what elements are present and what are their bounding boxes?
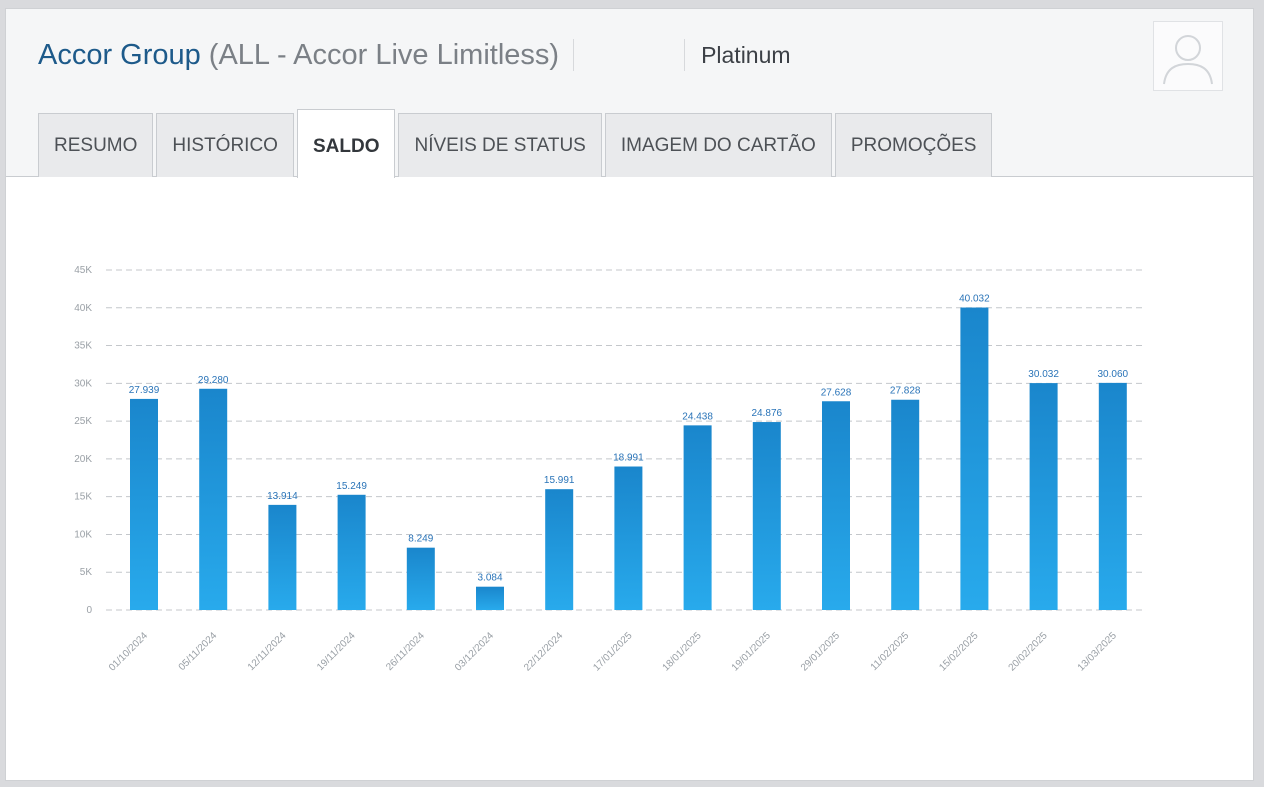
bar[interactable] — [406, 547, 435, 610]
x-tick-label: 19/01/2025 — [730, 630, 773, 673]
x-tick-label: 11/02/2025 — [869, 630, 912, 673]
bar[interactable] — [337, 494, 366, 610]
bar[interactable] — [199, 388, 228, 610]
bar[interactable] — [130, 398, 158, 610]
tab-promocoes[interactable]: PROMOÇÕES — [834, 113, 993, 177]
bar-value-label: 40.032 — [959, 294, 990, 305]
bar-value-label: 27.939 — [129, 385, 160, 396]
x-tick-label: 17/01/2025 — [591, 630, 634, 673]
tab-historico[interactable]: HISTÓRICO — [156, 113, 294, 177]
bar-value-label: 3.084 — [477, 573, 502, 584]
y-tick-label: 25K — [74, 416, 92, 427]
x-tick-label: 19/11/2024 — [315, 630, 358, 673]
y-tick-label: 40K — [74, 303, 92, 314]
bar[interactable] — [960, 307, 989, 610]
bar-value-label: 13.914 — [267, 491, 298, 502]
balance-chart: 0 5K 10K 15K 20K 25K 30K 35K 40K 45K 27.939 29.280… — [74, 265, 1146, 674]
bar-value-label: 29.280 — [198, 375, 229, 386]
program-header: Accor Group (ALL - Accor Live Limitless)… — [6, 9, 1253, 178]
x-tick-label: 29/01/2025 — [799, 630, 842, 673]
y-tick-label: 20K — [74, 454, 92, 465]
x-tick-label: 18/01/2025 — [661, 630, 704, 673]
bar[interactable] — [822, 401, 850, 610]
bar-value-label: 8.249 — [408, 534, 433, 545]
bar[interactable] — [268, 504, 297, 610]
brand-title: Accor Group — [38, 38, 201, 71]
bar[interactable] — [614, 466, 643, 610]
x-tick-label: 12/11/2024 — [246, 630, 289, 673]
bar[interactable] — [752, 422, 781, 610]
x-tick-label: 03/12/2024 — [453, 630, 496, 673]
y-tick-label: 0 — [86, 605, 92, 616]
y-tick-label: 35K — [74, 341, 92, 352]
title-row: Accor Group (ALL - Accor Live Limitless)… — [38, 35, 791, 75]
redacted-field — [574, 39, 670, 71]
program-name: (ALL - Accor Live Limitless) — [208, 38, 560, 71]
bar-value-label: 15.249 — [336, 481, 367, 492]
bar-value-label: 30.032 — [1028, 369, 1059, 380]
x-tick-label: 26/11/2024 — [384, 630, 427, 673]
tab-saldo[interactable]: SALDO — [296, 109, 396, 178]
tab-imagem-do-cartao[interactable]: IMAGEM DO CARTÃO — [604, 113, 832, 177]
status-tier: Platinum — [701, 41, 791, 68]
y-tick-label: 45K — [74, 265, 92, 276]
bar[interactable] — [683, 425, 712, 610]
y-tick-label: 5K — [80, 567, 93, 578]
y-tick-label: 30K — [74, 378, 92, 389]
bar-value-label: 27.628 — [821, 387, 852, 398]
bar-value-label: 30.060 — [1098, 369, 1129, 380]
tab-bar: RESUMO HISTÓRICO SALDO NÍVEIS DE STATUS … — [38, 108, 995, 178]
bar-value-label: 15.991 — [544, 475, 575, 486]
x-tick-label: 05/11/2024 — [177, 630, 220, 673]
x-tick-label: 13/03/2025 — [1076, 630, 1119, 673]
x-tick-label: 01/10/2024 — [107, 630, 150, 673]
tab-niveis-de-status[interactable]: NÍVEIS DE STATUS — [398, 113, 602, 177]
main-panel: Accor Group (ALL - Accor Live Limitless)… — [5, 8, 1254, 781]
bar[interactable] — [1029, 383, 1058, 610]
bar[interactable] — [891, 399, 920, 610]
x-tick-label: 22/12/2024 — [522, 630, 565, 673]
y-tick-label: 15K — [74, 492, 92, 503]
y-tick-label: 10K — [74, 529, 92, 540]
bar-value-label: 24.876 — [752, 408, 783, 419]
bar-value-label: 18.991 — [613, 453, 644, 464]
tab-resumo[interactable]: RESUMO — [38, 113, 154, 177]
bar[interactable] — [1098, 382, 1127, 610]
bar[interactable] — [476, 586, 504, 610]
title-divider — [684, 39, 686, 71]
bar-value-label: 24.438 — [682, 411, 713, 422]
user-icon — [1163, 35, 1213, 85]
bar-value-label: 27.828 — [890, 386, 921, 397]
bar[interactable] — [545, 489, 574, 610]
x-tick-label: 20/02/2025 — [1007, 630, 1050, 673]
title-divider — [573, 39, 575, 71]
x-tick-label: 15/02/2025 — [937, 630, 980, 673]
avatar[interactable] — [1153, 21, 1223, 91]
